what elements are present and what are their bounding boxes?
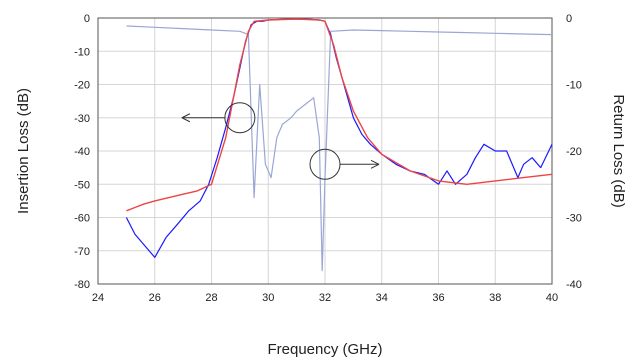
left-y-axis-title: Insertion Loss (dB) bbox=[15, 88, 32, 214]
left-y-tick-label: -70 bbox=[74, 246, 90, 258]
series-line-3 bbox=[126, 25, 553, 272]
right-y-tick-label: 0 bbox=[566, 13, 572, 25]
right-y-tick-labels: 0 -10 -20 -30 -40 bbox=[566, 13, 582, 291]
series-group bbox=[125, 18, 553, 272]
plot-frame bbox=[97, 17, 553, 285]
annotations bbox=[181, 102, 380, 180]
series-line-2 bbox=[126, 18, 553, 212]
right-y-tick-label: -20 bbox=[566, 146, 582, 158]
x-tick-label: 40 bbox=[546, 292, 558, 304]
left-y-tick-label: -50 bbox=[74, 179, 90, 191]
left-y-tick-label: -20 bbox=[74, 80, 90, 92]
left-y-tick-labels: 0 -10 -20 -30 -40 -50 -60 -70 -80 bbox=[74, 13, 90, 291]
x-tick-label: 36 bbox=[432, 292, 444, 304]
x-tick-label: 34 bbox=[376, 292, 388, 304]
x-tick-label: 24 bbox=[92, 292, 104, 304]
grid bbox=[97, 17, 553, 285]
right-y-axis-title: Return Loss (dB) bbox=[610, 94, 627, 207]
left-y-tick-label: -60 bbox=[74, 213, 90, 225]
x-tick-label: 28 bbox=[205, 292, 217, 304]
right-y-tick-label: -30 bbox=[566, 213, 582, 225]
left-y-tick-label: -40 bbox=[74, 146, 90, 158]
left-arrow-head bbox=[181, 113, 191, 123]
right-y-tick-label: -40 bbox=[566, 279, 582, 291]
right-arrow-head bbox=[370, 159, 380, 169]
left-y-tick-label: -80 bbox=[74, 279, 90, 291]
x-tick-labels: 24 26 28 30 32 34 36 38 40 bbox=[92, 292, 558, 304]
left-y-tick-label: -30 bbox=[74, 113, 90, 125]
x-tick-label: 32 bbox=[319, 292, 331, 304]
left-y-tick-label: -10 bbox=[74, 46, 90, 58]
x-tick-label: 38 bbox=[489, 292, 501, 304]
series-line-1 bbox=[125, 18, 553, 258]
x-tick-label: 26 bbox=[149, 292, 161, 304]
right-y-tick-label: -10 bbox=[566, 80, 582, 92]
x-tick-label: 30 bbox=[262, 292, 274, 304]
left-y-tick-label: 0 bbox=[84, 13, 90, 25]
x-axis-title: Frequency (GHz) bbox=[267, 341, 382, 358]
